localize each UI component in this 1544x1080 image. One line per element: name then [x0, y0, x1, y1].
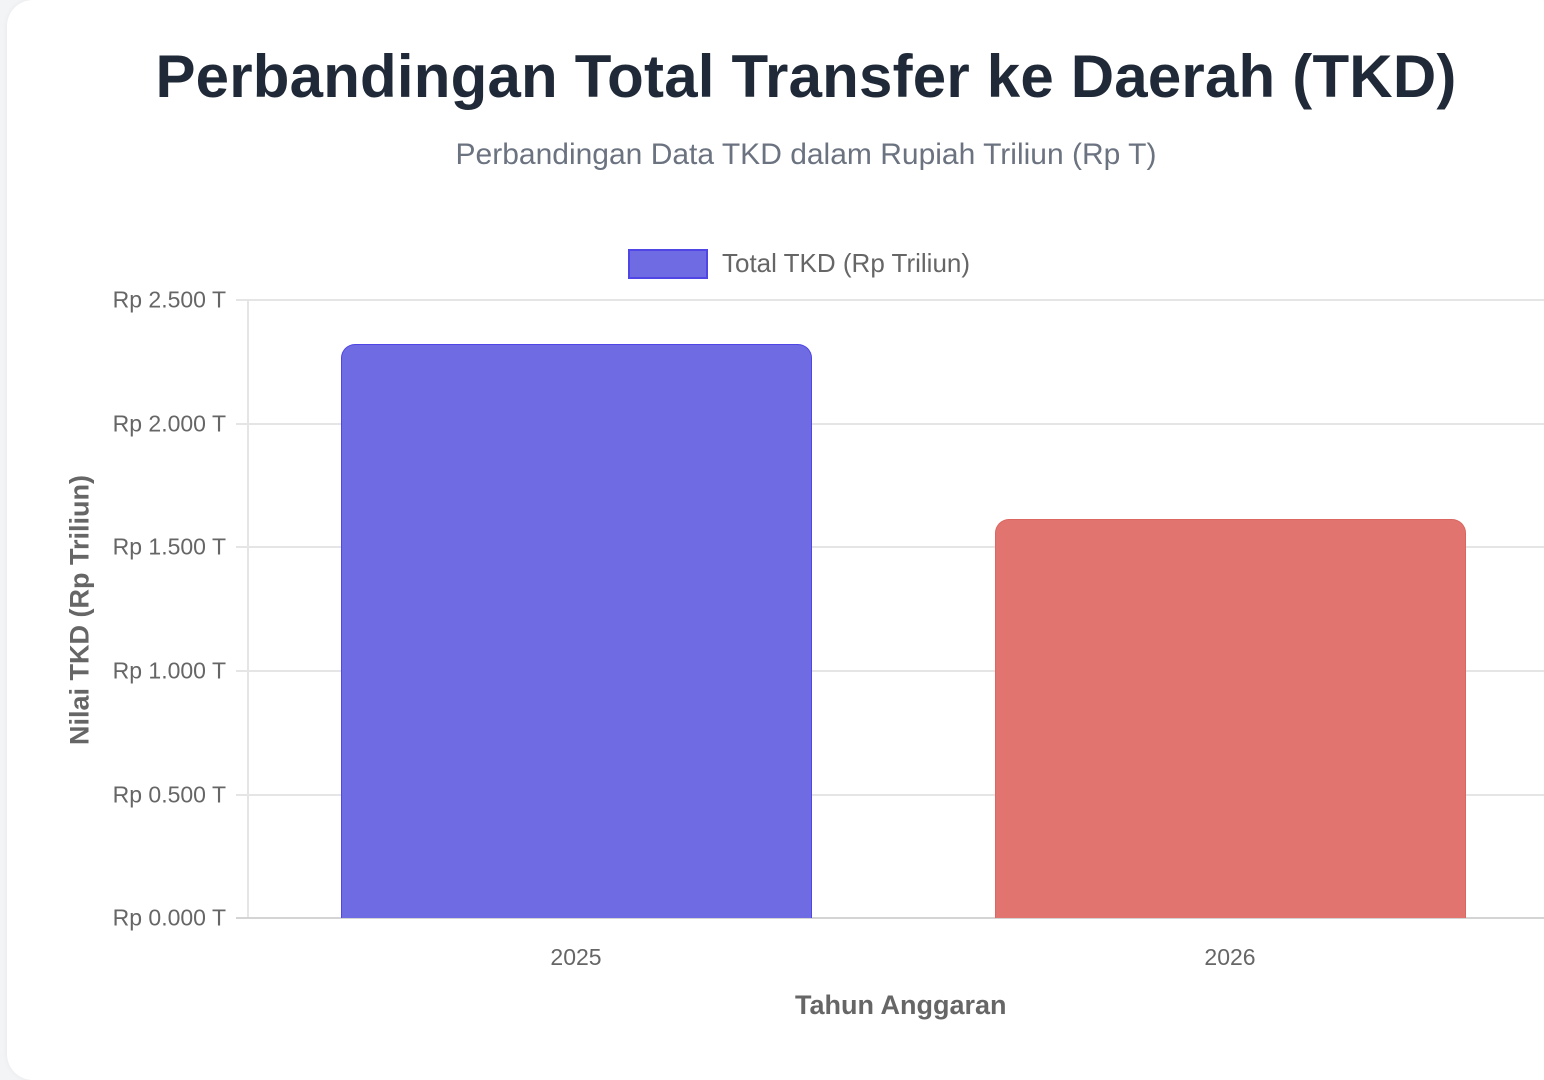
y-tick-label: Rp 2.500 T [112, 286, 226, 313]
y-tick-label: Rp 1.000 T [112, 657, 226, 684]
gridline [236, 423, 1544, 425]
y-axis-title: Nilai TKD (Rp Triliun) [64, 475, 95, 745]
x-axis-line [236, 917, 1544, 919]
y-tick-label: Rp 2.000 T [112, 410, 226, 437]
y-tick-label: Rp 0.000 T [112, 904, 226, 931]
bar-2025[interactable] [341, 344, 812, 918]
x-tick-label: 2025 [550, 944, 602, 970]
chart-subtitle: Perbandingan Data TKD dalam Rupiah Trili… [455, 138, 1157, 171]
y-tick-label: Rp 1.500 T [112, 533, 226, 560]
legend[interactable]: Total TKD (Rp Triliun) [628, 248, 970, 279]
gridline [236, 670, 1544, 672]
x-axis-title: Tahun Anggaran [795, 990, 1007, 1020]
legend-label: Total TKD (Rp Triliun) [722, 248, 971, 278]
legend-swatch [628, 248, 708, 279]
bar-2026[interactable] [995, 519, 1466, 918]
gridline [236, 794, 1544, 796]
chart-title: Perbandingan Total Transfer ke Daerah (T… [155, 43, 1457, 110]
gridline [236, 546, 1544, 548]
x-tick-label: 2026 [1204, 944, 1256, 970]
y-axis-line [247, 300, 249, 919]
gridline [236, 299, 1544, 301]
y-tick-label: Rp 0.500 T [112, 781, 226, 808]
